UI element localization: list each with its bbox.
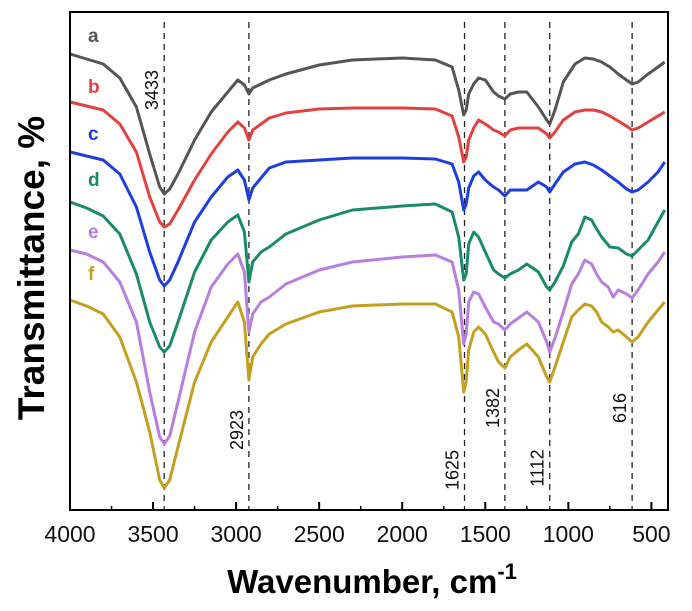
series-line-b (69, 100, 666, 229)
peak-label-3433: 3433 (142, 70, 162, 110)
x-tick-label-2000: 2000 (377, 521, 428, 547)
peak-label-2923: 2923 (227, 410, 247, 450)
x-axis-ticks: 4000 3500 3000 2500 2000 1500 1000 500 (44, 502, 671, 547)
series-label-c: c (88, 124, 99, 145)
x-axis-title: Wavenumber, cm-1 (227, 559, 517, 600)
series-line-f (69, 298, 666, 490)
x-tick-label-1500: 1500 (460, 521, 511, 547)
peak-label-616: 616 (610, 393, 630, 423)
series-label-b: b (88, 77, 100, 98)
x-tick-label-2500: 2500 (294, 521, 345, 547)
x-tick-label-4000: 4000 (44, 521, 95, 547)
series-labels: a b c d ef (88, 26, 100, 285)
peak-label-1625: 1625 (443, 450, 463, 490)
series-line-c (69, 150, 666, 288)
x-axis-title-main: Wavenumber, cm (227, 563, 497, 600)
series-line-e (69, 248, 666, 446)
x-tick-label-3000: 3000 (211, 521, 262, 547)
peak-annotations: 3433 2923 1625 1382 1112 616 (142, 70, 630, 490)
peak-label-1382: 1382 (483, 388, 503, 428)
y-axis-title: Transmittance, % (11, 116, 52, 420)
series-line-d (69, 200, 667, 354)
series-layer (69, 52, 667, 490)
series-label-e: e (88, 222, 99, 243)
series-label-d: d (88, 170, 100, 191)
series-label-f: f (88, 264, 95, 285)
plot-frame (69, 11, 669, 511)
peak-label-1112: 1112 (528, 449, 548, 486)
x-tick-label-3500: 3500 (127, 521, 178, 547)
series-label-a: a (88, 26, 99, 47)
x-tick-label-1000: 1000 (543, 521, 594, 547)
x-axis-title-superscript: -1 (497, 559, 517, 584)
series-line-a (69, 52, 666, 196)
x-tick-label-500: 500 (632, 521, 670, 547)
